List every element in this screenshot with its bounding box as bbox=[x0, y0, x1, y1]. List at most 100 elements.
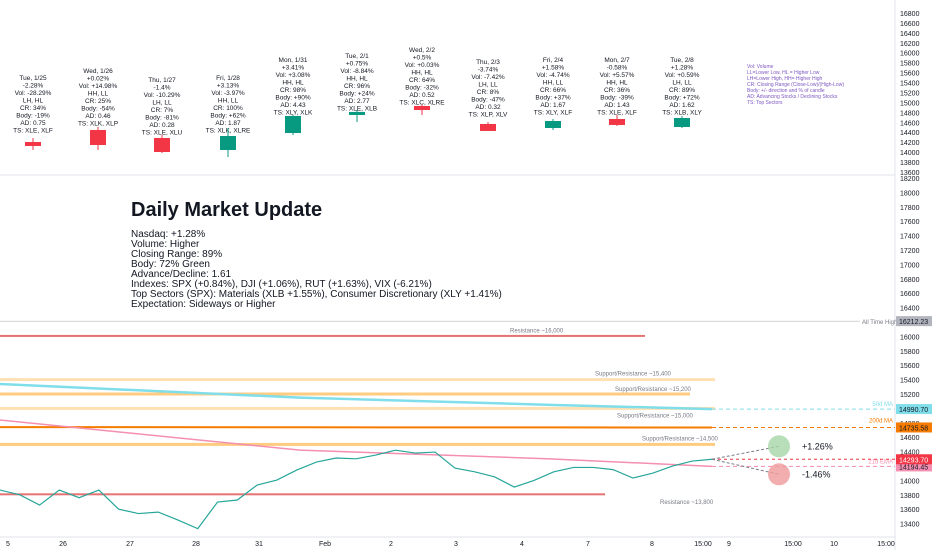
card-text: Mon, 1/31 bbox=[279, 57, 308, 64]
y-tick-label: 16800 bbox=[900, 277, 920, 284]
card-text: CR: 36% bbox=[604, 87, 630, 94]
card-text: Vol: -7.42% bbox=[471, 74, 504, 81]
card-text: LH, LL bbox=[152, 100, 172, 107]
card-text: Vol: -28.29% bbox=[15, 90, 52, 97]
card-text: Body: +37% bbox=[535, 95, 570, 102]
y-tick-label: 14200 bbox=[900, 140, 920, 147]
y-tick-label: 16600 bbox=[900, 291, 920, 298]
y-tick-label: 16800 bbox=[900, 11, 920, 18]
y-tick-label: 13800 bbox=[900, 493, 920, 500]
projection-marker bbox=[768, 463, 790, 485]
x-tick-label: 9 bbox=[727, 541, 731, 548]
candle-body bbox=[285, 116, 301, 133]
x-tick-label: 27 bbox=[126, 541, 134, 548]
card-text: Vol: -3.97% bbox=[211, 90, 244, 97]
card-text: Vol: +14.98% bbox=[79, 83, 118, 90]
y-tick-label: 16400 bbox=[900, 31, 920, 38]
x-tick-label: 3 bbox=[454, 541, 458, 548]
card-text: +0.75% bbox=[346, 61, 368, 68]
card-text: Body: +72% bbox=[664, 95, 699, 102]
card-text: HH, HL bbox=[282, 80, 304, 87]
candle-body bbox=[349, 112, 365, 115]
candle-body bbox=[414, 106, 430, 110]
card-text: CR: 25% bbox=[85, 98, 111, 105]
y-tick-label: 13400 bbox=[900, 522, 920, 529]
card-text: +0.5% bbox=[413, 55, 432, 62]
price-tag-text: 14990.70 bbox=[899, 407, 928, 414]
card-text: CR: 98% bbox=[280, 87, 306, 94]
y-tick-label: 16600 bbox=[900, 21, 920, 28]
card-text: TS: XLP, XLV bbox=[469, 112, 508, 119]
card-text: +1.58% bbox=[542, 65, 564, 72]
level-label: Resistance ~13,800 bbox=[660, 500, 714, 506]
y-tick-label: 15200 bbox=[900, 392, 920, 399]
card-text: Thu, 1/27 bbox=[148, 77, 176, 84]
card-text: Body: -39% bbox=[600, 95, 634, 102]
y-tick-label: 16400 bbox=[900, 306, 920, 313]
card-text: AD: 1.43 bbox=[604, 102, 630, 109]
price-tag-text: 14293.70 bbox=[899, 457, 928, 464]
card-text: CR: 100% bbox=[213, 105, 243, 112]
price-tag-text: 14194.45 bbox=[899, 464, 928, 471]
card-text: Vol: -8.84% bbox=[340, 68, 373, 75]
y-tick-label: 16000 bbox=[900, 51, 920, 58]
x-tick-label: 15:00 bbox=[694, 541, 712, 548]
y-tick-label: 15400 bbox=[900, 378, 920, 385]
card-text: -3.74% bbox=[478, 67, 499, 74]
card-text: TS: XLE, XLF bbox=[13, 128, 53, 135]
x-tick-label: 10 bbox=[830, 541, 838, 548]
card-text: AD: 0.52 bbox=[409, 92, 435, 99]
card-text: Vol: +5.57% bbox=[600, 72, 635, 79]
card-text: +3.13% bbox=[217, 83, 239, 90]
card-text: Body: -81% bbox=[145, 115, 179, 122]
card-text: HH, LL bbox=[543, 80, 564, 87]
card-text: CR: 96% bbox=[344, 83, 370, 90]
y-tick-label: 15600 bbox=[900, 363, 920, 370]
candle-body bbox=[545, 121, 561, 128]
update-title: Daily Market Update bbox=[131, 199, 322, 221]
card-text: AD: 0.75 bbox=[20, 120, 46, 127]
card-text: -2.28% bbox=[23, 83, 44, 90]
card-text: Wed, 2/2 bbox=[409, 47, 435, 54]
x-tick-label: 5 bbox=[6, 541, 10, 548]
card-text: AD: 4.43 bbox=[280, 102, 306, 109]
candle-body bbox=[674, 118, 690, 127]
level-band bbox=[0, 378, 715, 381]
candle-body bbox=[480, 124, 496, 131]
price-tag-text: 16212.23 bbox=[899, 319, 928, 326]
card-text: AD: 0.28 bbox=[149, 122, 175, 129]
y-tick-label: 13600 bbox=[900, 507, 920, 514]
x-tick-label: 8 bbox=[650, 541, 654, 548]
card-text: AD: 1.62 bbox=[669, 102, 695, 109]
ma-name: 200d MA bbox=[869, 418, 893, 424]
level-label: Support/Resistance ~15,200 bbox=[615, 387, 692, 393]
y-tick-label: 16000 bbox=[900, 334, 920, 341]
card-text: Body: -32% bbox=[405, 85, 439, 92]
y-tick-label: 14000 bbox=[900, 150, 920, 157]
update-line: Expectation: Sideways or Higher bbox=[131, 299, 276, 310]
x-tick-label: 7 bbox=[586, 541, 590, 548]
card-text: CR: 34% bbox=[20, 105, 46, 112]
legend-note: TS: Top Sectors bbox=[747, 100, 783, 106]
y-tick-label: 17000 bbox=[900, 262, 920, 269]
card-text: +1.28% bbox=[671, 65, 693, 72]
y-tick-label: 15800 bbox=[900, 349, 920, 356]
y-tick-label: 17800 bbox=[900, 205, 920, 212]
card-text: LH, LL bbox=[672, 80, 692, 87]
card-text: HH, HL bbox=[411, 70, 433, 77]
card-text: CR: 89% bbox=[669, 87, 695, 94]
card-text: AD: 0.32 bbox=[475, 104, 501, 111]
y-tick-label: 15600 bbox=[900, 71, 920, 78]
y-tick-label: 15000 bbox=[900, 100, 920, 107]
x-tick-label: 15:00 bbox=[877, 541, 895, 548]
card-text: +0.02% bbox=[87, 76, 109, 83]
card-text: Body: +90% bbox=[275, 95, 310, 102]
card-text: AD: 2.77 bbox=[344, 98, 370, 105]
card-text: Vol: +0.59% bbox=[665, 72, 700, 79]
level-label: Support/Resistance ~15,400 bbox=[595, 372, 672, 378]
x-tick-label: 26 bbox=[59, 541, 67, 548]
card-text: AD: 0.46 bbox=[85, 113, 111, 120]
card-text: AD: 1.67 bbox=[540, 102, 566, 109]
y-tick-label: 16200 bbox=[900, 41, 920, 48]
